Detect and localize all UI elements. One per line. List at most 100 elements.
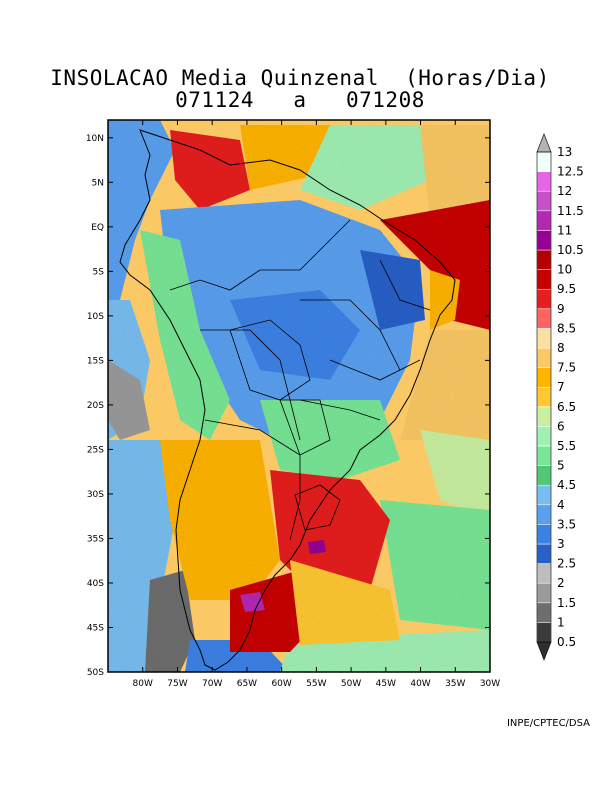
colorbar-label: 10.5 xyxy=(557,243,584,257)
colorbar-swatch xyxy=(536,504,552,525)
field-atlantic-ne xyxy=(420,125,490,220)
border-states-4 xyxy=(379,259,431,311)
colorbar-swatch xyxy=(536,622,552,643)
lon-tick-label: 50W xyxy=(341,679,361,689)
lat-tick-label: 15S xyxy=(87,356,104,366)
chart-subtitle-date-range: 071124 a 071208 xyxy=(175,88,425,112)
latitude-axis: 10N 5N EQ 5S 10S 15S 20S 25S 30S 35S 40S 45S 50S xyxy=(86,134,490,678)
field-magenta-spot xyxy=(240,592,265,612)
border-argentina xyxy=(204,419,301,541)
colorbar-label: 11 xyxy=(557,223,572,237)
border-states-3 xyxy=(299,399,381,421)
field-pacific-grey xyxy=(108,360,150,440)
colorbar-swatch xyxy=(536,210,552,231)
coastlines xyxy=(119,129,456,671)
field-caribbean-red xyxy=(170,130,250,210)
lat-tick-label: 35S xyxy=(87,534,104,544)
lat-tick-label: 25S xyxy=(87,445,104,455)
plot-frame xyxy=(107,119,491,673)
lat-tick-label: 20S xyxy=(87,401,104,411)
colorbar-label: 1.5 xyxy=(557,596,576,610)
field-argentina-orange xyxy=(160,440,280,600)
colorbar-label: 8.5 xyxy=(557,321,576,335)
colorbar-swatch xyxy=(536,445,552,466)
field-andes-green xyxy=(140,230,230,440)
colorbar-label: 7.5 xyxy=(557,361,576,375)
colorbar-swatch xyxy=(536,190,552,212)
colorbar-swatch xyxy=(536,288,552,310)
colorbar-swatch xyxy=(536,328,552,349)
colorbar-label: 6 xyxy=(557,419,565,433)
lon-tick-label: 30W xyxy=(480,679,500,689)
colorbar-swatch xyxy=(536,484,552,506)
border-brazil-north xyxy=(169,219,351,291)
lat-tick-label: 50S xyxy=(87,668,104,678)
colorbar-swatch xyxy=(536,249,552,270)
field-nordeste-coast xyxy=(430,270,460,330)
colorbar-label: 3.5 xyxy=(557,517,576,531)
credit-label: INPE/CPTEC/DSA xyxy=(506,718,590,729)
lon-tick-label: 40W xyxy=(410,679,430,689)
colorbar-label: 1 xyxy=(557,615,565,629)
lat-tick-label: 5N xyxy=(92,178,104,188)
colorbar-top-arrow xyxy=(536,133,552,153)
colorbar-label: 7 xyxy=(557,380,565,394)
lat-tick-label: 45S xyxy=(87,623,104,633)
colorbar-label: 2 xyxy=(557,576,565,590)
field-nordeste-blue xyxy=(360,250,425,330)
colorbar-bottom-arrow xyxy=(536,641,552,661)
border-paraguay xyxy=(279,399,331,456)
colorbar-label: 5.5 xyxy=(557,439,576,453)
field-atlantic-green xyxy=(420,430,490,520)
field-pacific-north xyxy=(108,120,175,330)
colorbar-label: 12 xyxy=(557,184,572,198)
map-plot-area xyxy=(108,120,490,672)
colorbar-label: 0.5 xyxy=(557,635,576,649)
lon-tick-label: 60W xyxy=(271,679,291,689)
field-chile-grey xyxy=(145,570,195,672)
longitude-axis: 80W 75W 70W 65W 60W 55W 50W 45W 40W 35W 30W xyxy=(133,120,500,689)
colorbar-swatch xyxy=(536,386,552,408)
colorbar-swatch xyxy=(536,269,552,290)
border-uruguay xyxy=(294,484,341,531)
lat-tick-label: 5S xyxy=(93,267,105,277)
colorbar-label: 9 xyxy=(557,302,565,316)
colorbar-swatch xyxy=(536,465,552,486)
border-states-2 xyxy=(329,359,421,381)
colorbar-label: 8 xyxy=(557,341,565,355)
colorbar-label: 10 xyxy=(557,263,572,277)
border-states-1 xyxy=(300,299,401,371)
lon-tick-label: 65W xyxy=(237,679,257,689)
lat-tick-label: EQ xyxy=(91,223,104,233)
colorbar-label: 2.5 xyxy=(557,557,576,571)
colorbar-label: 5 xyxy=(557,459,565,473)
lat-tick-label: 30S xyxy=(87,490,104,500)
colorbar-label: 3 xyxy=(557,537,565,551)
lon-tick-label: 75W xyxy=(167,679,187,689)
colorbar-label: 4 xyxy=(557,498,565,512)
field-atlantic-south xyxy=(380,500,490,630)
lon-tick-label: 55W xyxy=(306,679,326,689)
lon-tick-label: 80W xyxy=(133,679,153,689)
lon-tick-label: 45W xyxy=(376,679,396,689)
lon-tick-label: 70W xyxy=(202,679,222,689)
lat-tick-label: 10S xyxy=(87,312,104,322)
south-america-coast xyxy=(119,129,456,671)
field-pacific-south xyxy=(108,440,175,672)
colorbar-label: 13 xyxy=(557,145,572,159)
chart-title: INSOLACAO Media Quinzenal (Horas/Dia) xyxy=(50,66,550,90)
colorbar-swatch xyxy=(536,524,552,545)
colorbar-swatch xyxy=(536,230,552,251)
colorbar-label: 11.5 xyxy=(557,204,584,218)
colorbar-swatch xyxy=(536,563,552,584)
field-uruguay-magenta xyxy=(308,540,326,554)
colorbar-legend: 0.511.522.533.544.555.566.577.588.599.51… xyxy=(536,133,584,661)
colorbar-swatch xyxy=(536,602,552,623)
lon-tick-label: 35W xyxy=(445,679,465,689)
colorbar-swatch xyxy=(536,582,552,604)
field-amazon-deep xyxy=(230,290,360,380)
field-atlantic-mid xyxy=(400,330,490,440)
colorbar-swatch xyxy=(536,406,552,427)
lat-tick-label: 40S xyxy=(87,579,104,589)
